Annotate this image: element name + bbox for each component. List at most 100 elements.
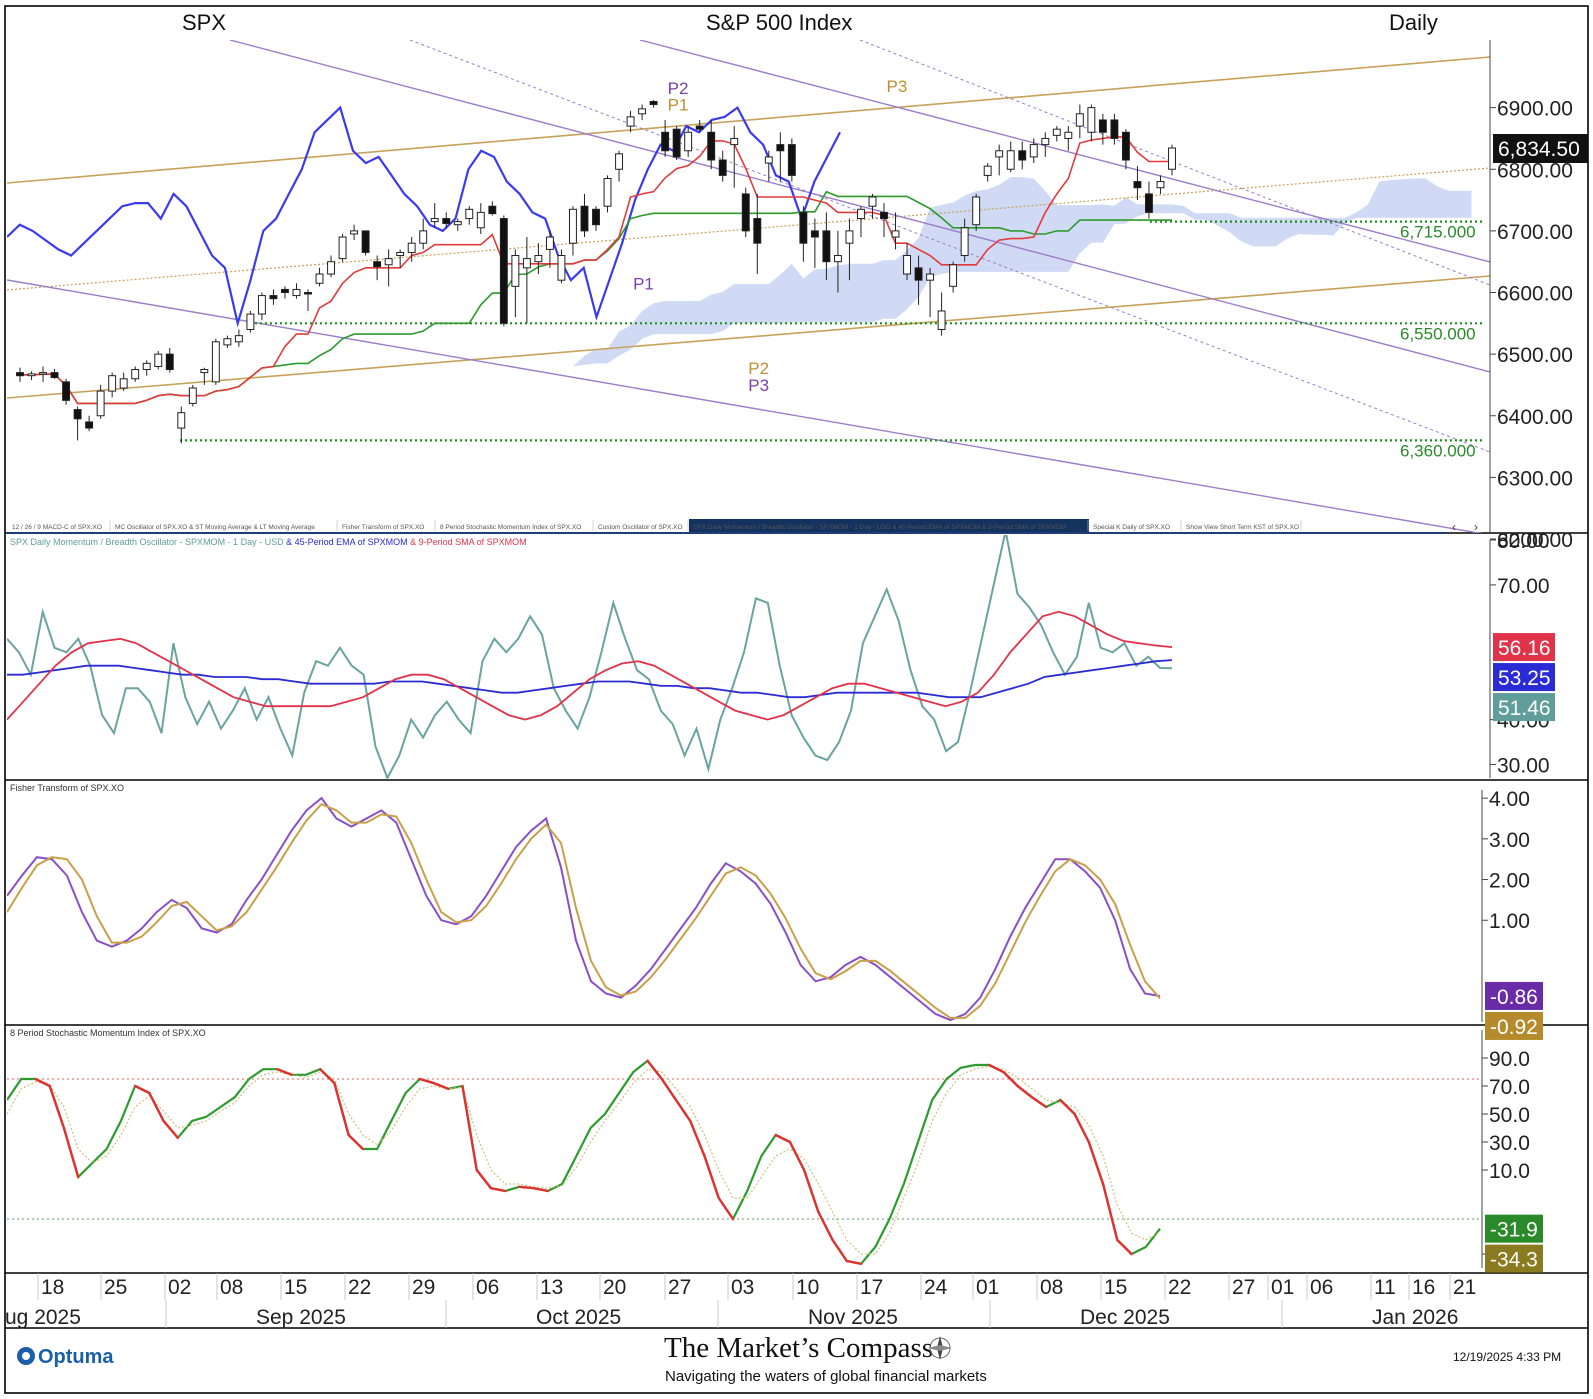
smi-falling-segment	[646, 1059, 663, 1081]
candle	[257, 292, 266, 321]
indicator-tab-label[interactable]: Fisher Transform of SPX.XO	[342, 524, 424, 531]
value-badge-label: 53.25	[1498, 667, 1551, 690]
candle	[511, 249, 520, 318]
candle	[707, 119, 716, 170]
value-badge	[1493, 693, 1555, 722]
smi-falling-segment	[817, 1210, 834, 1242]
smi-falling-segment	[518, 1185, 535, 1190]
footer-title: The Market’s Compass	[664, 1332, 933, 1364]
candle	[764, 150, 773, 182]
indicator-tick-label: 4.00	[1489, 788, 1530, 811]
optuma-logo-text: Optuma	[38, 1346, 114, 1368]
indicator-tab-label[interactable]: Special K Daily of SPX.XO	[1093, 524, 1170, 531]
month-label: Jan 2026	[1372, 1306, 1458, 1329]
date-tick-label: 02	[168, 1276, 191, 1299]
smi-falling-segment	[475, 1168, 493, 1190]
smi-falling-segment	[461, 1084, 478, 1172]
smi-falling-segment	[432, 1081, 450, 1091]
date-tick-label: 24	[924, 1276, 948, 1299]
value-badge-label: -0.92	[1490, 1016, 1538, 1039]
stochastic-momentum-lines	[7, 1059, 1482, 1266]
date-tick-label: 11	[1374, 1276, 1396, 1299]
date-tick-label: 25	[104, 1276, 127, 1299]
indicator-tab[interactable]: Show View Short Term KST of SPX.XO	[1186, 520, 1302, 531]
indicator-tab[interactable]: SPX Daily Momentum / Breadth Oscillator …	[689, 519, 1089, 532]
symbol-label: SPX	[182, 10, 226, 35]
indicator-tab[interactable]: MC Oscillator of SPX.XO & ST Moving Aver…	[115, 520, 338, 531]
candle	[304, 289, 312, 311]
indicator-tab-label[interactable]: 8 Period Stochastic Momentum Index of SP…	[440, 524, 581, 531]
date-tick-label: 22	[348, 1276, 371, 1299]
channel-line	[7, 275, 1490, 399]
candle	[638, 104, 647, 120]
pivot-label: P3	[748, 376, 769, 395]
smi-falling-segment	[62, 1126, 80, 1179]
date-tick-label: 27	[668, 1276, 691, 1299]
fisher-transform-lines	[7, 796, 1161, 1022]
support-levels	[180, 220, 1485, 442]
indicator-tick-label: 1.00	[1489, 910, 1530, 933]
candle	[569, 206, 577, 256]
pivot-label: P3	[887, 77, 908, 96]
indicator-tab[interactable]: 8 Period Stochastic Momentum Index of SP…	[440, 520, 594, 531]
indicator-tab[interactable]: Custom Oscillator of SPX.XO	[598, 520, 689, 531]
date-tick-label: 10	[796, 1276, 819, 1299]
candle	[799, 206, 808, 262]
indicator-tab-label[interactable]: Show View Short Term KST of SPX.XO	[1186, 524, 1299, 531]
candle	[753, 193, 762, 275]
period-label: Daily	[1389, 10, 1438, 35]
candle	[1029, 138, 1038, 164]
candle	[730, 126, 739, 188]
smi-axis: -50.010.030.050.070.090.0-31.9-34.3	[1481, 1030, 1543, 1273]
channel-line	[409, 40, 1490, 453]
candle	[914, 255, 923, 305]
date-tick-label: 20	[603, 1276, 626, 1299]
month-label: Oct 2025	[536, 1306, 621, 1329]
tenkan-line	[20, 136, 1172, 405]
candle	[1064, 126, 1073, 151]
candle	[476, 203, 485, 234]
support-level-label: 6,550.000	[1400, 324, 1476, 343]
candle	[995, 144, 1004, 176]
price-tick-label: 6900.00	[1497, 98, 1573, 121]
indicator-tick-label: 10.0	[1489, 1160, 1530, 1183]
price-tick-label: 6800.00	[1497, 159, 1573, 182]
price-axis: 6200.00 6300.00 6400.00 6500.00 6600.00 6700.…	[1489, 40, 1588, 552]
chart-title: S&P 500 Index	[706, 10, 852, 35]
smi-falling-segment	[48, 1084, 66, 1130]
smi-falling-segment	[660, 1077, 678, 1102]
candle	[154, 351, 163, 370]
last-price-badge	[1493, 133, 1588, 163]
indicator-tab[interactable]: Fisher Transform of SPX.XO	[342, 520, 436, 531]
smi-falling-segment	[674, 1098, 692, 1123]
momentum-oscillator-lines	[7, 535, 1173, 780]
indicator-tab[interactable]: 12 / 26 / 9 MACD-C of SPX.XO	[12, 520, 111, 531]
indicator-tab-label[interactable]: SPX Daily Momentum / Breadth Oscillator …	[693, 524, 1066, 531]
candle	[350, 224, 359, 241]
smi-falling-segment	[703, 1154, 720, 1200]
smi-falling-segment	[1030, 1095, 1048, 1109]
candle	[27, 371, 36, 381]
smi-falling-segment	[1116, 1238, 1133, 1256]
smi-falling-segment	[276, 1067, 293, 1077]
candle	[442, 212, 451, 228]
candle	[108, 372, 117, 398]
candle	[269, 289, 278, 305]
candle	[891, 212, 900, 250]
price-candles	[16, 100, 1176, 444]
tab-scroll-right-icon[interactable]: ›	[1474, 520, 1478, 534]
indicator-series-line	[7, 535, 1173, 780]
indicator-tab-label[interactable]: Custom Oscillator of SPX.XO	[598, 524, 683, 531]
candle	[649, 100, 658, 108]
indicator-tab-label[interactable]: MC Oscillator of SPX.XO & ST Moving Aver…	[115, 524, 315, 531]
candle	[453, 218, 462, 231]
pivot-label: P2	[668, 79, 689, 98]
date-axis: 18 25 02 08 15 22 29 06 13 20 27 03 10 17 24 01 08 15 22 27…	[5, 1273, 1476, 1329]
value-badge	[1485, 1244, 1543, 1273]
candle	[16, 367, 24, 382]
candle	[338, 233, 347, 262]
tab-scroll-left-icon[interactable]: ‹	[1452, 520, 1456, 534]
indicator-tab[interactable]: Special K Daily of SPX.XO	[1093, 520, 1182, 531]
indicator-tab-label[interactable]: 12 / 26 / 9 MACD-C of SPX.XO	[12, 524, 102, 531]
